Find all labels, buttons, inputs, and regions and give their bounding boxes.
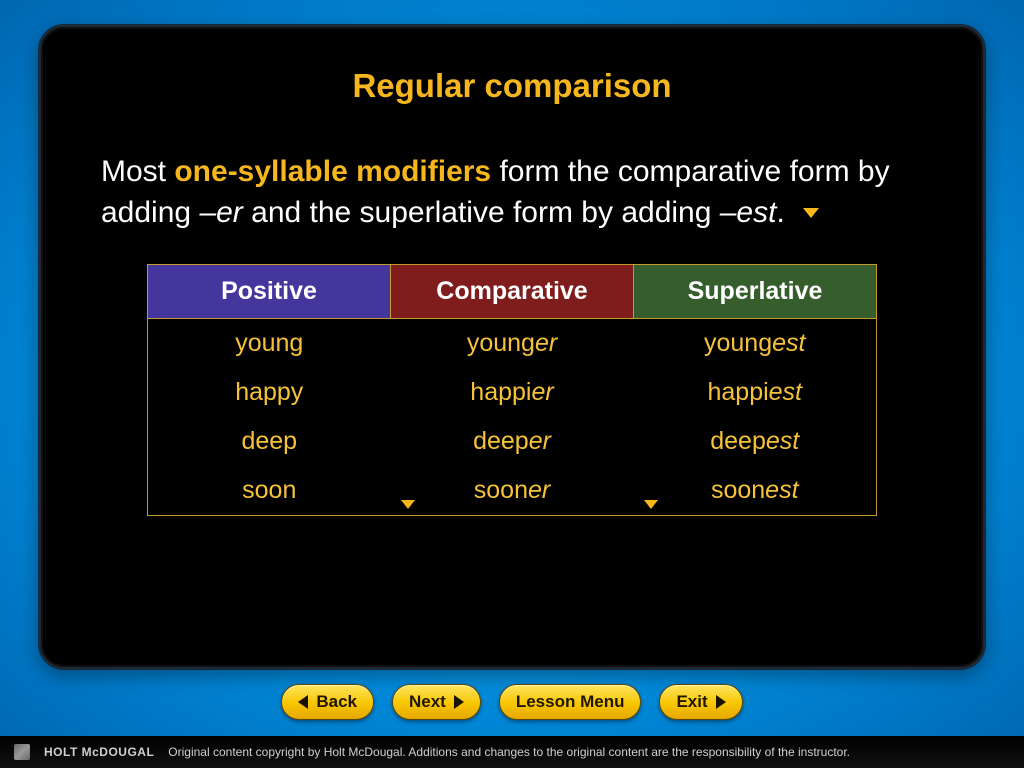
cell-ending: er: [535, 329, 557, 357]
exit-button[interactable]: Exit: [659, 684, 742, 720]
cell-comparative: happier: [391, 368, 634, 417]
body-paragraph: Most one-syllable modifiers form the com…: [101, 151, 923, 234]
col-header-positive: Positive: [148, 264, 391, 318]
cell-root: happi: [470, 378, 531, 406]
cell-root: young: [704, 329, 772, 357]
slide-title: Regular comparison: [95, 67, 929, 105]
dropdown-marker-icon: [644, 500, 658, 509]
cell-comparative: deeper: [391, 417, 634, 466]
dropdown-marker-icon: [401, 500, 415, 509]
cell-root: soon: [711, 476, 765, 504]
cell-root: deep: [710, 427, 766, 455]
cell-ending: est: [766, 427, 799, 455]
chevron-left-icon: [298, 695, 308, 709]
cell-root: young: [467, 329, 535, 357]
cell-positive: young: [148, 318, 391, 368]
cell-comparative: sooner: [391, 466, 634, 516]
nav-bar: Back Next Lesson Menu Exit: [0, 680, 1024, 724]
chevron-right-icon: [716, 695, 726, 709]
body-mid2: and the superlative form by adding: [243, 196, 720, 229]
dropdown-marker-icon: [803, 208, 819, 218]
cell-ending: er: [528, 476, 550, 504]
table-row: happy happier happiest: [148, 368, 877, 417]
cell-root: happi: [707, 378, 768, 406]
col-header-comparative: Comparative: [391, 264, 634, 318]
back-button[interactable]: Back: [281, 684, 374, 720]
table-row: soon sooner soonest: [148, 466, 877, 516]
lesson-menu-button[interactable]: Lesson Menu: [499, 684, 642, 720]
cell-positive: deep: [148, 417, 391, 466]
cell-superlative: happiest: [634, 368, 877, 417]
cell-comparative: younger: [391, 318, 634, 368]
chevron-right-icon: [454, 695, 464, 709]
copyright-text: Original content copyright by Holt McDou…: [168, 745, 850, 759]
footer-bar: HOLT McDOUGAL Original content copyright…: [0, 736, 1024, 768]
cell-ending: er: [529, 427, 551, 455]
next-label: Next: [409, 692, 446, 712]
cell-ending: est: [765, 476, 798, 504]
col-header-superlative: Superlative: [634, 264, 877, 318]
table-row: deep deeper deepest: [148, 417, 877, 466]
lesson-label: Lesson Menu: [516, 692, 625, 712]
body-pre: Most: [101, 155, 174, 188]
cell-ending: est: [772, 329, 805, 357]
slide-frame: Regular comparison Most one-syllable mod…: [38, 24, 986, 670]
comparison-table-wrap: Positive Comparative Superlative young y…: [147, 264, 877, 516]
cell-superlative: deepest: [634, 417, 877, 466]
cell-root: deep: [473, 427, 529, 455]
publisher-brand: HOLT McDOUGAL: [44, 745, 154, 759]
body-est: –est: [720, 196, 777, 229]
cell-ending: est: [769, 378, 802, 406]
cell-positive: happy: [148, 368, 391, 417]
body-end: .: [776, 196, 784, 229]
slide-content: Regular comparison Most one-syllable mod…: [51, 37, 973, 657]
cell-ending: er: [531, 378, 553, 406]
cell-superlative: soonest: [634, 466, 877, 516]
body-er: –er: [199, 196, 242, 229]
publisher-logo-icon: [14, 744, 30, 760]
next-button[interactable]: Next: [392, 684, 481, 720]
comparison-table: Positive Comparative Superlative young y…: [147, 264, 877, 516]
back-label: Back: [316, 692, 357, 712]
cell-root: soon: [474, 476, 528, 504]
body-accent: one-syllable modifiers: [174, 155, 491, 188]
exit-label: Exit: [676, 692, 707, 712]
table-row: young younger youngest: [148, 318, 877, 368]
cell-superlative: youngest: [634, 318, 877, 368]
cell-positive: soon: [148, 466, 391, 516]
